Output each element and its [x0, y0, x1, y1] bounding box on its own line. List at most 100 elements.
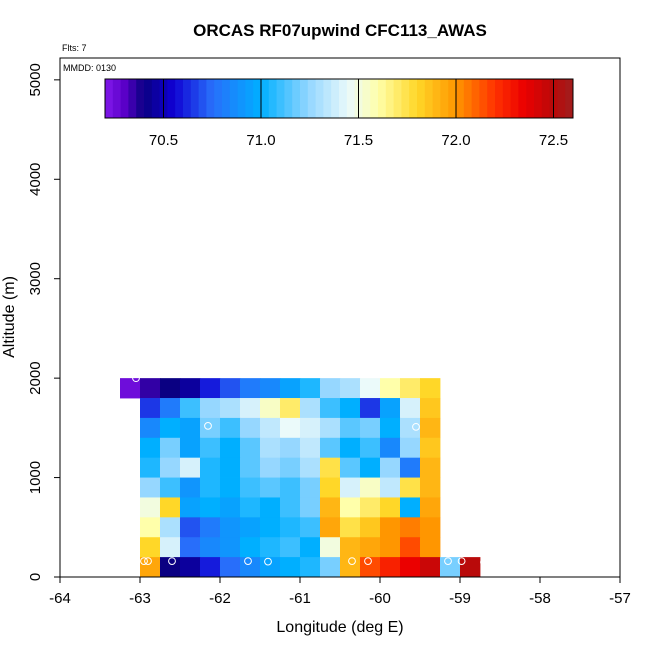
heatmap-cell — [320, 378, 341, 399]
colorbar-segment — [417, 79, 426, 118]
colorbar-tick-label: 71.5 — [344, 132, 373, 149]
heatmap-cell — [140, 557, 161, 578]
x-tick-label: -59 — [449, 590, 471, 607]
colorbar-segment — [565, 79, 574, 118]
colorbar-segment — [307, 79, 317, 118]
heatmap-cell — [140, 417, 161, 439]
heatmap-cell — [240, 378, 261, 399]
x-tick-label: -60 — [369, 590, 391, 607]
heatmap-cell — [260, 457, 281, 478]
sample-point — [444, 557, 452, 565]
heatmap-cell — [360, 457, 381, 478]
heatmap-cell — [400, 417, 421, 439]
colorbar-segment — [245, 79, 254, 118]
heatmap-cell — [140, 378, 161, 399]
heatmap-cell — [220, 398, 241, 419]
flights-note: Flts: 7 — [62, 43, 87, 53]
colorbar-frame — [104, 78, 574, 119]
colorbar-segment — [120, 79, 129, 118]
x-tick-label: -58 — [529, 590, 551, 607]
heatmap-cell — [340, 457, 361, 478]
heatmap-cell — [220, 477, 241, 498]
heatmap-cell — [320, 537, 341, 558]
heatmap-cell — [220, 457, 241, 478]
heatmap-cell — [260, 398, 281, 419]
heatmap-cell — [340, 398, 361, 419]
date-note: MMDD: 0130 — [63, 63, 116, 73]
colorbar-segment — [323, 79, 332, 118]
heatmap-cell — [400, 497, 421, 518]
sample-point — [348, 557, 356, 565]
heatmap-cell — [260, 557, 281, 578]
sample-point — [244, 557, 252, 565]
heatmap-cell — [320, 457, 341, 478]
heatmap-cell — [380, 378, 401, 399]
colorbar-segment — [526, 79, 535, 118]
heatmap-cell — [280, 557, 301, 578]
heatmap-cell — [340, 517, 361, 538]
heatmap-cell — [360, 398, 381, 419]
heatmap-cell — [400, 477, 421, 498]
colorbar: 70.5 71.0 71.5 72.0 72.5 — [104, 78, 574, 149]
heatmap-cell — [320, 517, 341, 538]
x-tick-label: -64 — [49, 590, 71, 607]
sample-point — [168, 557, 176, 565]
colorbar-tick-label: 70.5 — [149, 132, 178, 149]
colorbar-segment — [346, 79, 356, 118]
x-tick-label: -62 — [209, 590, 231, 607]
heatmap-cell — [400, 378, 421, 399]
x-axis-title: Longitude (deg E) — [276, 619, 403, 636]
heatmap-cell — [280, 477, 301, 498]
colorbar-segment — [128, 79, 137, 118]
heatmap-cell — [300, 398, 321, 419]
heatmap-cell — [420, 457, 441, 478]
heatmap-cell — [140, 537, 161, 558]
heatmap-cell — [340, 417, 361, 439]
heatmap-cell — [240, 477, 261, 498]
heatmap-cell — [220, 517, 241, 538]
heatmap-cell — [120, 378, 141, 399]
heatmap-cell — [360, 477, 381, 498]
heatmap-cell — [260, 517, 281, 538]
colorbar-segment — [253, 79, 262, 118]
heatmap-cell — [460, 557, 481, 578]
colorbar-segment — [495, 79, 504, 118]
y-tick-label: 3000 — [27, 262, 44, 295]
colorbar-segment — [151, 79, 161, 118]
heatmap-cell — [280, 417, 301, 439]
heatmap-cell — [300, 477, 321, 498]
heatmap-cell — [240, 417, 261, 439]
heatmap-cell — [220, 378, 241, 399]
heatmap-cell — [360, 517, 381, 538]
y-tick-label: 5000 — [27, 63, 44, 96]
heatmap-cell — [160, 437, 181, 459]
sample-point — [140, 557, 148, 565]
y-tick-label: 2000 — [27, 361, 44, 394]
heatmap-cell — [200, 557, 221, 578]
colorbar-segment — [292, 79, 301, 118]
heatmap-cell — [360, 537, 381, 558]
heatmap-cell — [300, 457, 321, 478]
heatmap-cell — [180, 517, 201, 538]
heatmap-cell — [260, 378, 281, 399]
colorbar-tick-label: 71.0 — [246, 132, 275, 149]
x-tick-label: -63 — [129, 590, 151, 607]
sample-point — [204, 421, 212, 430]
heatmap-cell — [200, 398, 221, 419]
heatmap-cell — [200, 477, 221, 498]
heatmap-cell — [260, 417, 281, 439]
heatmap-cell — [320, 477, 341, 498]
heatmap-cell — [220, 497, 241, 518]
heatmap-cell — [180, 417, 201, 439]
heatmap-cell — [380, 517, 401, 538]
colorbar-segment — [518, 79, 527, 118]
colorbar-segment — [284, 79, 293, 118]
colorbar-segment — [198, 79, 207, 118]
heatmap-cell — [340, 537, 361, 558]
heatmap-cell — [420, 417, 441, 439]
heatmap-cell — [300, 537, 321, 558]
heatmap-cell — [300, 557, 321, 578]
heatmap-cell — [140, 457, 161, 478]
colorbar-segment — [136, 79, 145, 118]
sample-point — [460, 384, 468, 392]
